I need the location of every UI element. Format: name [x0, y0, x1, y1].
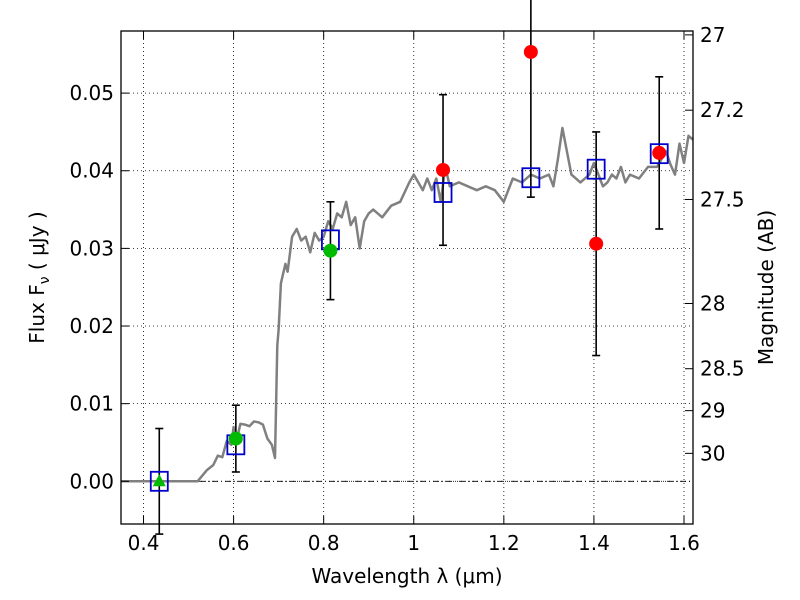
y-tick-label: 0.04	[69, 159, 114, 183]
y-label-subscript: ν	[37, 276, 53, 284]
model-photometry-square	[521, 167, 541, 189]
right-tick-label: 27.5	[700, 187, 745, 211]
right-tick-label: 29	[700, 399, 725, 423]
right-tick-label: 28.5	[700, 357, 745, 381]
model-photometry-square	[649, 143, 669, 165]
red-data-point	[436, 162, 451, 177]
x-tick-label: 1	[407, 531, 420, 555]
right-tick-label: 28	[700, 292, 725, 316]
marker-layer	[149, 0, 669, 535]
ticks: 0.4 0.6 0.8 1 1.2 1.4 1.6 0.00 0.01 0.02 0.03 0.04 0…	[69, 23, 744, 555]
y-tick-label: 0.00	[69, 469, 114, 493]
model-spectrum-line	[121, 126, 694, 483]
green-data-point	[323, 243, 338, 258]
grid	[121, 31, 693, 524]
right-tick-label: 30	[700, 441, 725, 465]
spectrum-layer	[121, 126, 694, 483]
right-tick-label: 27	[700, 23, 725, 47]
y-axis-label: Flux Fν ( μJy )	[25, 211, 53, 343]
x-tick-label: 0.6	[218, 531, 250, 555]
x-tick-label: 1.4	[578, 531, 610, 555]
x-tick-label: 1.2	[488, 531, 520, 555]
plot-frame	[120, 30, 694, 525]
x-tick-label: 0.8	[308, 531, 340, 555]
y-tick-label: 0.03	[69, 236, 114, 260]
right-axis-label: Magnitude (AB)	[754, 210, 778, 365]
green-data-point	[228, 431, 243, 446]
red-data-point	[589, 236, 604, 251]
y-label-prefix: Flux F	[25, 284, 49, 343]
red-data-point	[523, 44, 538, 59]
y-label-suffix: ( μJy )	[25, 211, 49, 276]
y-tick-label: 0.01	[69, 392, 114, 416]
model-photometry-square	[149, 470, 169, 492]
y-tick-label: 0.05	[69, 81, 114, 105]
y-tick-label: 0.02	[69, 314, 114, 338]
x-tick-label: 1.6	[668, 531, 700, 555]
model-photometry-square	[433, 182, 453, 203]
x-tick-label: 0.4	[128, 531, 160, 555]
x-axis-label: Wavelength λ (μm)	[311, 564, 502, 588]
model-photometry-square	[586, 158, 606, 180]
upper-limit-triangle	[152, 474, 166, 487]
red-data-point	[652, 145, 667, 160]
right-tick-label: 27.2	[700, 98, 745, 122]
